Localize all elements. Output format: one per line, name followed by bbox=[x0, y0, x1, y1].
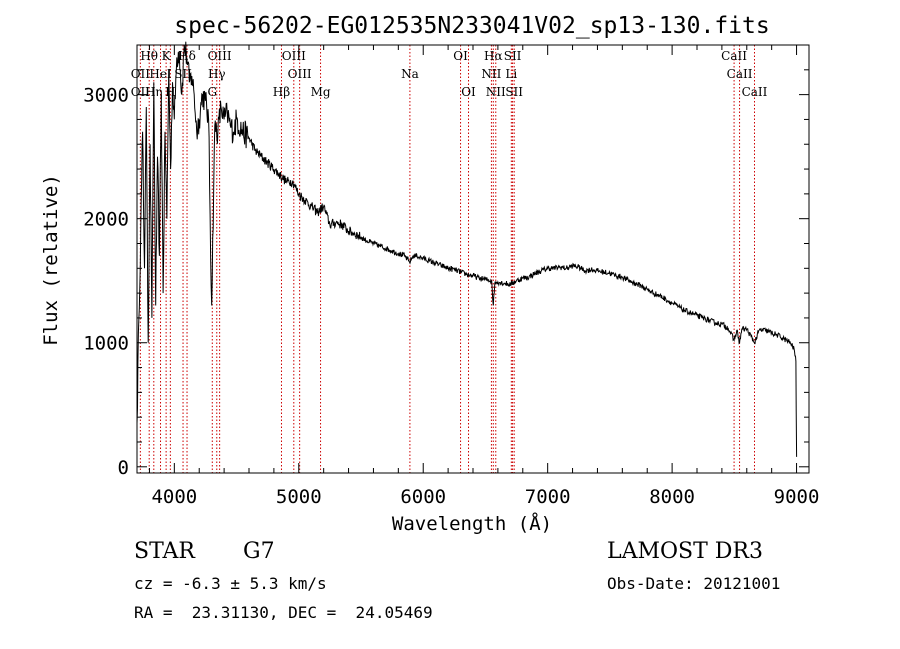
emission-line-label: Hγ bbox=[208, 67, 226, 81]
emission-line-label: NII bbox=[481, 67, 501, 81]
emission-line-label: Hθ bbox=[140, 49, 158, 63]
x-axis-label: Wavelength (Å) bbox=[392, 512, 552, 535]
coordinates: RA = 23.31130, DEC = 24.05469 bbox=[134, 603, 433, 622]
emission-lines bbox=[139, 45, 755, 473]
chart-title: spec-56202-EG012535N233041V02_sp13-130.f… bbox=[174, 13, 769, 39]
obs-date: Obs-Date: 20121001 bbox=[607, 574, 781, 593]
emission-line-label: Li bbox=[505, 67, 517, 81]
emission-line-label: H bbox=[165, 85, 175, 99]
emission-line-label: CaII bbox=[742, 85, 768, 99]
emission-line-label: OI bbox=[453, 49, 468, 63]
emission-line-label: Na bbox=[401, 67, 419, 81]
x-tick-label: 4000 bbox=[151, 486, 197, 508]
emission-line-label: OIII bbox=[282, 49, 306, 63]
emission-line-label: Hδ bbox=[178, 49, 196, 63]
emission-line-label: OIII bbox=[288, 67, 312, 81]
emission-line-label: G bbox=[207, 85, 217, 99]
emission-line-label: OII bbox=[131, 85, 151, 99]
x-tick-label: 8000 bbox=[649, 486, 695, 508]
emission-line-label: OII bbox=[131, 67, 151, 81]
y-axis-label: Flux (relative) bbox=[40, 174, 62, 346]
emission-line-label: Hβ bbox=[273, 85, 290, 99]
y-tick-label: 2000 bbox=[83, 209, 129, 231]
survey-name: LAMOST DR3 bbox=[607, 539, 763, 564]
spectrum-series bbox=[136, 41, 798, 457]
emission-line-label: NII bbox=[486, 85, 506, 99]
x-tick-label: 7000 bbox=[525, 486, 571, 508]
plot-frame bbox=[136, 44, 810, 474]
axis-ticks: 4000 5000 6000 7000 8000 9000 0 1000 2000 3000 bbox=[83, 44, 820, 508]
x-tick-label: 9000 bbox=[774, 486, 820, 508]
object-subclass: G7 bbox=[243, 539, 275, 564]
emission-line-label: OI bbox=[461, 85, 476, 99]
x-tick-label: 5000 bbox=[276, 486, 322, 508]
emission-line-label: CaII bbox=[727, 67, 753, 81]
spectrum-line bbox=[136, 41, 798, 457]
x-tick-label: 6000 bbox=[400, 486, 446, 508]
emission-line-label: Hα bbox=[484, 49, 503, 63]
y-tick-label: 0 bbox=[118, 457, 129, 479]
emission-line-label: OIII bbox=[208, 49, 232, 63]
object-class: STAR bbox=[134, 539, 195, 564]
emission-line-label: K bbox=[162, 49, 172, 63]
emission-line-label: SII bbox=[505, 85, 523, 99]
y-tick-label: 1000 bbox=[83, 333, 129, 355]
emission-line-label: Mg bbox=[311, 85, 331, 99]
emission-line-label: SII bbox=[504, 49, 522, 63]
emission-line-label: HeI bbox=[149, 67, 172, 81]
redshift-readout: cz = -6.3 ± 5.3 km/s bbox=[134, 574, 327, 593]
emission-line-label: CaII bbox=[721, 49, 747, 63]
y-tick-label: 3000 bbox=[83, 85, 129, 107]
